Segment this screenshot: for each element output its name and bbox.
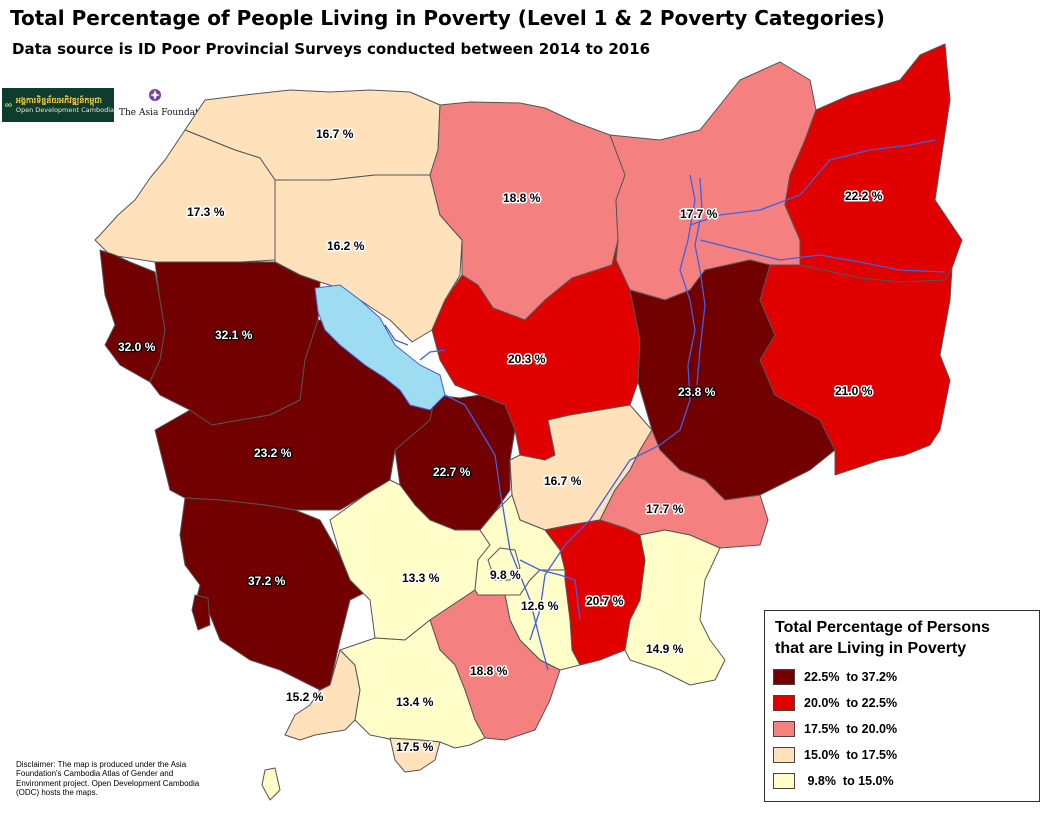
region-ratanakiri	[784, 43, 963, 283]
region-label-stung-treng: 17.7 %	[680, 207, 718, 221]
region-label-kratie: 23.8 %	[678, 385, 716, 399]
region-label-banteay-meanchey: 17.3 %	[187, 205, 225, 219]
region-label-kampong-thom: 20.3 %	[508, 352, 546, 366]
region-svay-rieng	[624, 529, 726, 686]
asia-foundation-name: The Asia Foundation	[119, 108, 213, 118]
region-kep	[389, 737, 441, 773]
region-pailin	[99, 249, 166, 383]
disclaimer-text: Disclaimer: The map is produced under th…	[16, 760, 200, 798]
island-phu-quoc	[261, 767, 281, 801]
odc-english-name: Open Development Cambodia	[15, 105, 114, 114]
legend-item-label: 9.8% to 15.0%	[804, 774, 894, 788]
legend-item: 15.0% to 17.5%	[773, 747, 897, 763]
legend-title-line2: that are Living in Poverty	[775, 640, 967, 657]
region-stung-treng	[609, 61, 817, 301]
region-mondulkiri	[759, 264, 953, 476]
region-label-tbong-khmum: 17.7 %	[646, 502, 684, 516]
region-label-kep: 17.5 %	[396, 740, 434, 754]
legend-swatch	[773, 695, 795, 711]
region-label-prey-veng: 20.7 %	[586, 594, 624, 608]
region-banteay-meanchey	[94, 129, 276, 263]
legend-title: Total Percentage of Persons that are Liv…	[775, 617, 990, 659]
legend-swatch	[773, 747, 795, 763]
region-label-takeo: 18.8 %	[470, 664, 508, 678]
region-label-siem-reap: 16.2 %	[327, 239, 365, 253]
region-label-kampong-cham: 16.7 %	[544, 474, 582, 488]
region-label-koh-kong: 37.2 %	[248, 574, 286, 588]
region-label-ratanakiri: 22.2 %	[845, 189, 883, 203]
legend-item-label: 17.5% to 20.0%	[804, 722, 898, 736]
asia-foundation-mark-icon	[149, 89, 161, 101]
region-kampot	[339, 619, 486, 749]
legend: Total Percentage of Persons that are Liv…	[764, 610, 1040, 802]
region-label-kampot: 13.4 %	[396, 695, 434, 709]
map-title: Total Percentage of People Living in Pov…	[10, 6, 885, 30]
river-network	[384, 139, 946, 671]
region-label-pailin: 32.0 %	[118, 340, 156, 354]
legend-item-label: 22.5% to 37.2%	[804, 670, 898, 684]
region-label-preah-vihear: 18.8 %	[503, 191, 541, 205]
legend-swatch	[773, 721, 795, 737]
odc-logo: អង្គការទិន្នន័យអភិវឌ្ឍន៍កម្ពុជា Open Dev…	[2, 88, 114, 122]
asia-foundation-logo: The Asia Foundation	[118, 88, 213, 122]
legend-swatch	[773, 773, 795, 789]
map-subtitle: Data source is ID Poor Provincial Survey…	[12, 40, 651, 58]
region-label-battambang: 32.1 %	[215, 328, 253, 342]
island-koh-rong	[191, 594, 211, 631]
legend-item: 9.8% to 15.0%	[773, 773, 894, 789]
region-label-kampong-chhnang: 22.7 %	[433, 465, 471, 479]
legend-item: 20.0% to 22.5%	[773, 695, 897, 711]
odc-infinity-icon	[4, 100, 13, 110]
region-label-kampong-speu: 13.3 %	[402, 571, 440, 585]
region-label-pursat: 23.2 %	[254, 446, 292, 460]
odc-khmer-name: អង្គការទិន្នន័យអភិវឌ្ឍន៍កម្ពុជា	[15, 95, 103, 105]
region-label-oddar-meanchey: 16.7 %	[316, 127, 354, 141]
legend-item: 22.5% to 37.2%	[773, 669, 897, 685]
region-label-phnom-penh: 9.8 %	[490, 568, 521, 582]
tonle-sap-lake	[314, 284, 446, 411]
legend-item-label: 15.0% to 17.5%	[804, 748, 898, 762]
legend-item: 17.5% to 20.0%	[773, 721, 897, 737]
region-label-mondulkiri: 21.0 %	[835, 384, 873, 398]
region-label-kandal: 12.6 %	[521, 599, 559, 613]
region-label-sihanoukville: 15.2 %	[286, 690, 324, 704]
region-label-svay-rieng: 14.9 %	[646, 642, 684, 656]
legend-title-line1: Total Percentage of Persons	[775, 619, 990, 636]
legend-swatch	[773, 669, 795, 685]
region-battambang	[149, 261, 321, 426]
legend-item-label: 20.0% to 22.5%	[804, 696, 898, 710]
